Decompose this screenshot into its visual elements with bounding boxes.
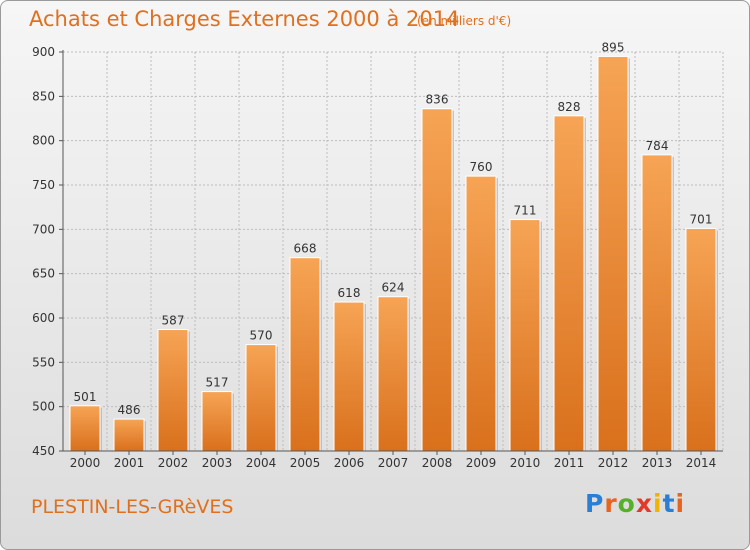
bar-2009 <box>465 175 497 452</box>
logo-letter: r <box>604 489 618 518</box>
x-tick-label-2012: 2012 <box>598 456 629 470</box>
chart-subtitle: (en milliers d'€) <box>417 14 512 28</box>
x-tick-label-2004: 2004 <box>246 456 277 470</box>
bar-2007 <box>377 296 409 452</box>
x-tick-label-2002: 2002 <box>158 456 189 470</box>
value-label-2001: 486 <box>118 403 141 417</box>
y-tick-label: 450 <box>32 444 55 458</box>
y-tick-label: 500 <box>32 400 55 414</box>
x-tick-label-2010: 2010 <box>510 456 541 470</box>
x-tick-label-2011: 2011 <box>554 456 585 470</box>
logo-letter: i <box>675 489 686 518</box>
chart-title: Achats et Charges Externes 2000 à 2014 <box>29 7 460 31</box>
value-label-2009: 760 <box>470 160 493 174</box>
value-label-2005: 668 <box>294 242 317 256</box>
x-tick-label-2014: 2014 <box>686 456 717 470</box>
value-label-2008: 836 <box>426 93 449 107</box>
y-tick-label: 700 <box>32 222 55 236</box>
proxiti-logo: Proxiti <box>585 489 685 518</box>
value-label-2004: 570 <box>250 329 273 343</box>
logo-letter: o <box>617 489 636 518</box>
x-tick-label-2001: 2001 <box>114 456 145 470</box>
bar-2005 <box>289 257 321 452</box>
y-tick-label: 550 <box>32 355 55 369</box>
axes: 450 500 550 600 650 700 750 800 850 900 2000 2001 20… <box>32 45 723 470</box>
logo-letter: P <box>585 489 605 518</box>
value-label-2010: 711 <box>514 204 537 218</box>
bar-2013 <box>641 154 673 452</box>
y-tick-label: 650 <box>32 267 55 281</box>
y-tick-label: 900 <box>32 45 55 59</box>
bar-2000 <box>69 405 101 452</box>
bar-2010 <box>509 219 541 452</box>
bars: 501 486 587 517 570 668 618 624 836 760 711 828 895 7… <box>69 40 718 452</box>
value-label-2003: 517 <box>206 376 229 390</box>
x-tick-label-2013: 2013 <box>642 456 673 470</box>
logo-letter: x <box>635 489 653 518</box>
y-tick-label: 850 <box>32 89 55 103</box>
x-tick-label-2009: 2009 <box>466 456 497 470</box>
logo-letter: t <box>662 489 676 518</box>
bar-2003 <box>201 391 233 452</box>
bar-2001 <box>113 418 145 452</box>
value-label-2007: 624 <box>382 281 405 295</box>
bar-2006 <box>333 301 365 452</box>
town-name: PLESTIN-LES-GRèVES <box>31 496 234 518</box>
y-tick-label: 800 <box>32 134 55 148</box>
value-label-2000: 501 <box>74 390 97 404</box>
y-tick-label: 600 <box>32 311 55 325</box>
logo-letter: i <box>653 489 663 518</box>
bar-2004 <box>245 344 277 452</box>
value-label-2014: 701 <box>690 212 713 226</box>
value-label-2011: 828 <box>558 100 581 114</box>
x-tick-label-2008: 2008 <box>422 456 453 470</box>
bar-2008 <box>421 108 453 452</box>
x-tick-label-2005: 2005 <box>290 456 321 470</box>
value-label-2002: 587 <box>162 314 185 328</box>
bar-2011 <box>553 115 585 452</box>
value-label-2006: 618 <box>338 286 361 300</box>
x-tick-label-2006: 2006 <box>334 456 365 470</box>
value-label-2013: 784 <box>646 139 669 153</box>
bar-2014 <box>685 227 717 452</box>
x-tick-label-2007: 2007 <box>378 456 409 470</box>
x-tick-label-2003: 2003 <box>202 456 233 470</box>
value-label-2012: 895 <box>602 40 625 54</box>
y-tick-label: 750 <box>32 178 55 192</box>
x-tick-label-2000: 2000 <box>70 456 101 470</box>
bar-2002 <box>157 329 189 452</box>
bar-2012 <box>597 55 629 452</box>
